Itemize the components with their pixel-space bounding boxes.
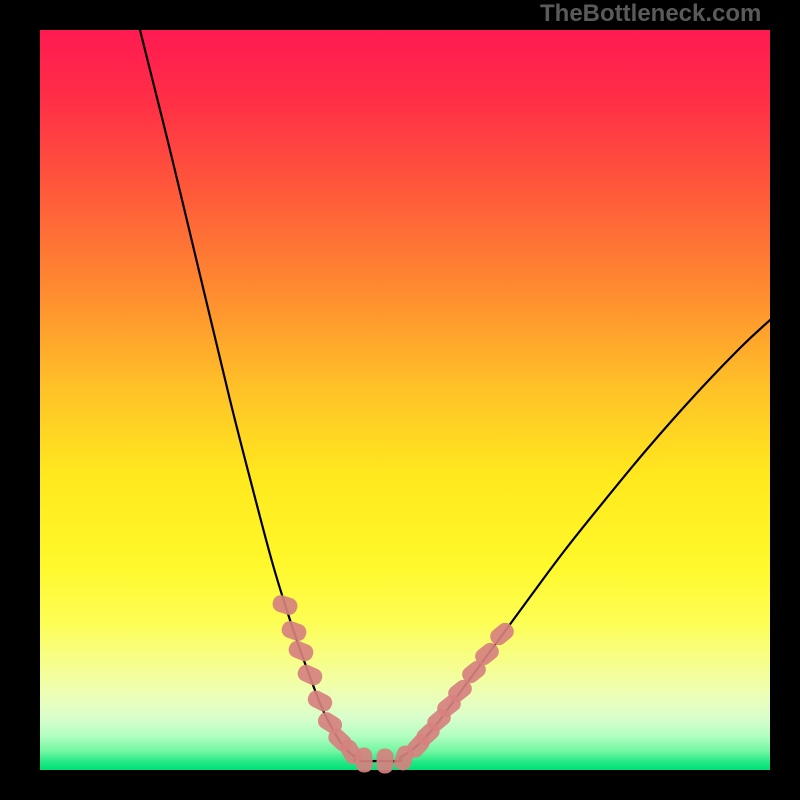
data-marker xyxy=(377,749,394,774)
bottleneck-chart xyxy=(0,0,800,800)
plot-background xyxy=(40,30,770,770)
chart-container: TheBottleneck.com xyxy=(0,0,800,800)
